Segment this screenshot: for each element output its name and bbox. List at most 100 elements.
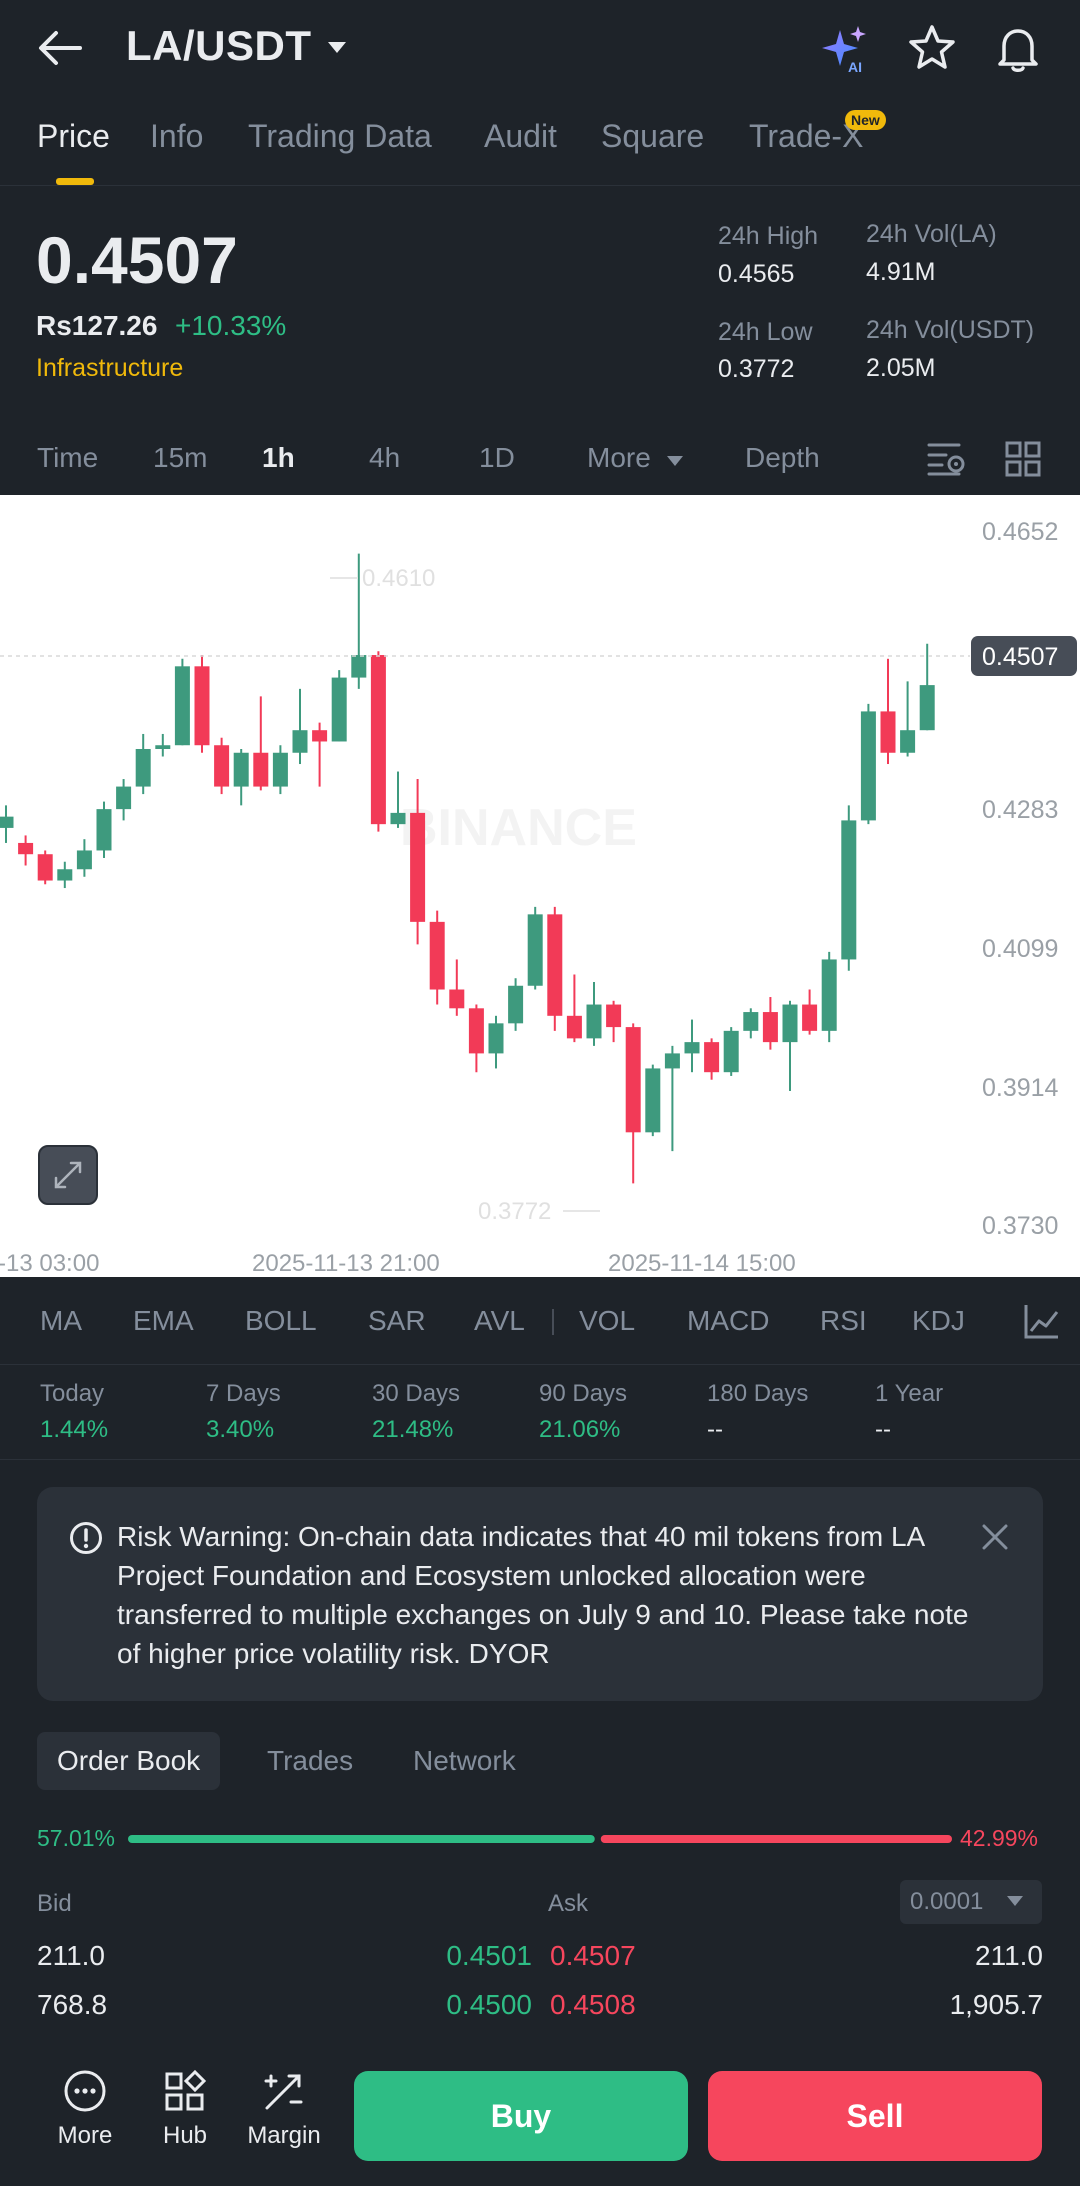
- tab-trade-x[interactable]: Trade-X: [749, 118, 864, 154]
- risk-warning-text: Risk Warning: On-chain data indicates th…: [117, 1521, 969, 1669]
- perf-label-180d: 180 Days: [707, 1380, 809, 1407]
- low-marker-label: 0.3772: [478, 1198, 551, 1225]
- ask-price: 0.4507: [550, 1940, 636, 1971]
- candle-down: [704, 1042, 720, 1073]
- candle-up: [743, 1012, 759, 1031]
- interval-15m[interactable]: 15m: [153, 442, 208, 473]
- x-tick: 2025-11-14 15:00: [608, 1250, 796, 1277]
- buy-button[interactable]: Buy: [354, 2071, 688, 2161]
- nav-more-label: More: [57, 2122, 113, 2149]
- perf-value-today: 1.44%: [40, 1416, 109, 1443]
- precision-select[interactable]: 0.0001: [900, 1880, 1042, 1924]
- indicator-rsi[interactable]: RSI: [820, 1305, 867, 1336]
- candle-down: [312, 730, 328, 742]
- candle-up: [0, 816, 14, 828]
- indicator-bar: MA EMA BOLL SAR AVL VOL MACD RSI KDJ: [0, 1277, 1080, 1365]
- interval-depth[interactable]: Depth: [745, 442, 820, 473]
- last-price: 0.4507: [36, 223, 238, 297]
- interval-1d[interactable]: 1D: [479, 442, 515, 473]
- ask-ratio-label: 42.99%: [960, 1825, 1039, 1851]
- candle-down: [18, 842, 34, 855]
- perf-label-1y: 1 Year: [875, 1380, 944, 1407]
- bid-ratio-fill: [128, 1835, 595, 1843]
- ask-header: Ask: [548, 1890, 589, 1917]
- candle-down: [370, 655, 386, 825]
- candle-down: [547, 914, 563, 1016]
- indicator-ema[interactable]: EMA: [133, 1305, 194, 1336]
- candle-up: [331, 677, 347, 742]
- tab-audit[interactable]: Audit: [484, 118, 557, 154]
- bid-quantity: 211.0: [37, 1940, 105, 1971]
- indicator-avl[interactable]: AVL: [474, 1305, 525, 1336]
- interval-time[interactable]: Time: [37, 442, 99, 473]
- perf-value-1y: --: [875, 1416, 891, 1443]
- close-icon[interactable]: [977, 1519, 1013, 1555]
- candle-up: [488, 1023, 504, 1054]
- candle-up: [116, 786, 132, 810]
- low-24h-value: 0.3772: [718, 355, 795, 383]
- chart-canvas: BINANCE 0.4610 0.3772 0.4652 0.4283 0.40…: [0, 518, 1077, 1277]
- tab-network[interactable]: Network: [413, 1745, 516, 1776]
- nav-margin[interactable]: Margin: [239, 2068, 329, 2150]
- indicator-macd[interactable]: MACD: [687, 1305, 770, 1336]
- svg-text:AI: AI: [848, 59, 862, 75]
- indicator-boll[interactable]: BOLL: [245, 1305, 317, 1336]
- grid-layout-icon[interactable]: [1004, 440, 1042, 478]
- perf-value-7d: 3.40%: [206, 1416, 275, 1443]
- candle-up: [645, 1068, 661, 1133]
- nav-more[interactable]: More: [40, 2068, 130, 2150]
- risk-warning-card: Risk Warning: On-chain data indicates th…: [37, 1487, 1043, 1701]
- pair-title[interactable]: LA/USDT: [126, 22, 312, 69]
- candle-up: [390, 812, 406, 825]
- tab-order-book[interactable]: Order Book: [37, 1732, 221, 1790]
- indicator-kdj[interactable]: KDJ: [912, 1305, 965, 1336]
- indicator-settings-icon[interactable]: [1022, 1301, 1062, 1341]
- new-badge: New: [845, 110, 886, 130]
- interval-4h[interactable]: 4h: [369, 442, 401, 473]
- perf-value-30d: 21.48%: [372, 1416, 454, 1443]
- back-button[interactable]: [30, 20, 90, 76]
- candle-up: [174, 666, 190, 746]
- favorite-star-icon[interactable]: [904, 20, 960, 76]
- chart-settings-icon[interactable]: [926, 440, 966, 478]
- candle-up: [76, 850, 92, 870]
- candle-down: [194, 666, 210, 746]
- sell-button[interactable]: Sell: [708, 2071, 1042, 2161]
- x-tick: 2025-11-13 21:00: [252, 1250, 440, 1277]
- fullscreen-button[interactable]: [38, 1145, 98, 1205]
- candle-down: [880, 711, 896, 753]
- candle-up: [782, 1004, 798, 1043]
- caret-down-icon[interactable]: [326, 36, 348, 58]
- indicator-sar[interactable]: SAR: [368, 1305, 426, 1336]
- tab-info[interactable]: Info: [150, 118, 204, 154]
- more-icon: [64, 2070, 106, 2112]
- nav-hub[interactable]: Hub: [140, 2068, 230, 2150]
- candle-up: [900, 730, 916, 753]
- tab-square[interactable]: Square: [601, 118, 705, 154]
- tab-price[interactable]: Price: [37, 118, 110, 154]
- perf-label-30d: 30 Days: [372, 1380, 461, 1407]
- orderbook-row[interactable]: 768.8 0.4500 0.4508 1,905.7: [0, 1989, 1080, 2037]
- tab-trading-data[interactable]: Trading Data: [248, 118, 432, 154]
- high-24h-value: 0.4565: [718, 260, 795, 288]
- candle-down: [802, 1004, 818, 1031]
- interval-more[interactable]: More: [587, 442, 651, 473]
- high-24h-label: 24h High: [718, 222, 819, 250]
- ai-sparkle-icon[interactable]: AI: [818, 22, 874, 78]
- candle-up: [821, 959, 837, 1031]
- bell-icon[interactable]: [990, 20, 1046, 76]
- candle-up: [155, 745, 171, 749]
- indicator-vol[interactable]: VOL: [579, 1305, 636, 1336]
- orderbook-row[interactable]: 211.0 0.4501 0.4507 211.0: [0, 1940, 1080, 1988]
- category-tag[interactable]: Infrastructure: [36, 354, 184, 382]
- candle-up: [135, 748, 151, 787]
- tab-trades[interactable]: Trades: [267, 1745, 354, 1776]
- candlestick-chart[interactable]: BINANCE 0.4610 0.3772 0.4652 0.4283 0.40…: [0, 495, 1080, 1277]
- performance-row: Today 1.44% 7 Days 3.40% 30 Days 21.48% …: [0, 1366, 1080, 1460]
- bid-price: 0.4501: [446, 1940, 532, 1971]
- interval-1h[interactable]: 1h: [262, 442, 295, 473]
- bottom-action-bar: More Hub Margin Buy Sell: [0, 2046, 1080, 2186]
- indicator-ma[interactable]: MA: [40, 1305, 82, 1336]
- candle-up: [233, 752, 249, 787]
- top-bar: LA/USDT AI: [0, 0, 1080, 95]
